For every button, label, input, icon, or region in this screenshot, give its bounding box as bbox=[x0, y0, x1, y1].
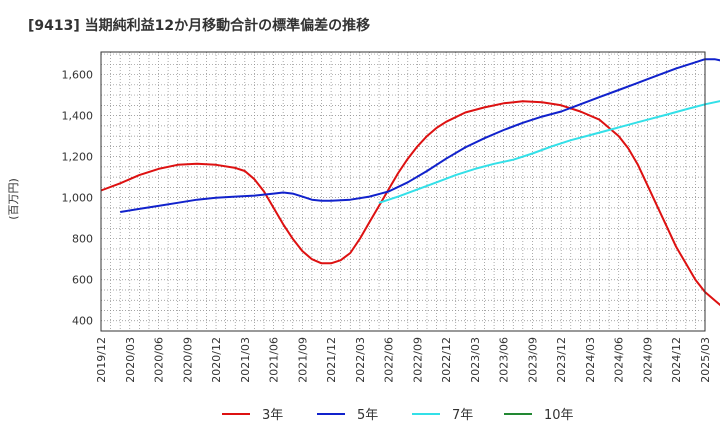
x-tick-label: 2020/03 bbox=[124, 337, 137, 383]
x-tick-label: 2021/09 bbox=[296, 337, 309, 383]
y-tick-label: 600 bbox=[72, 274, 93, 287]
legend-label-1: 5年 bbox=[357, 408, 378, 423]
x-tick-label: 2023/06 bbox=[498, 337, 511, 383]
legend-label-2: 7年 bbox=[452, 408, 473, 423]
plot-area bbox=[101, 52, 705, 331]
x-tick-label: 2023/09 bbox=[526, 337, 539, 383]
plot-frame bbox=[100, 51, 706, 332]
y-tick-label: 400 bbox=[72, 315, 93, 328]
y-tick-label: 800 bbox=[72, 233, 93, 246]
y-tick-label: 1,400 bbox=[62, 110, 94, 123]
series-layer bbox=[100, 58, 720, 307]
x-tick-label: 2022/09 bbox=[411, 337, 424, 383]
x-tick-label: 2024/09 bbox=[642, 337, 655, 383]
plot-border bbox=[100, 51, 706, 332]
y-tick-label: 1,200 bbox=[62, 151, 94, 164]
x-tick-label: 2020/09 bbox=[181, 337, 194, 383]
x-tick-label: 2022/12 bbox=[440, 337, 453, 383]
x-tick-label: 2021/12 bbox=[325, 337, 338, 383]
x-axis: 2019/12 2020/03 2020/06 2020/09 2020/12 2021/… bbox=[95, 337, 712, 383]
series-line-0 bbox=[100, 100, 720, 307]
y-axis-label: (百万円) bbox=[7, 178, 20, 220]
series-line-1 bbox=[120, 58, 720, 213]
x-tick-label: 2022/03 bbox=[354, 337, 367, 383]
legend: 3年 5年 7年 10年 bbox=[222, 408, 574, 423]
x-tick-label: 2021/06 bbox=[268, 337, 281, 383]
x-tick-label: 2024/12 bbox=[670, 337, 683, 383]
x-tick-label: 2020/06 bbox=[153, 337, 166, 383]
x-tick-label: 2023/03 bbox=[469, 337, 482, 383]
plot-background bbox=[101, 52, 705, 331]
x-tick-label: 2019/12 bbox=[95, 337, 108, 383]
y-tick-label: 1,000 bbox=[62, 192, 94, 205]
x-tick-label: 2022/06 bbox=[383, 337, 396, 383]
x-tick-label: 2021/03 bbox=[239, 337, 252, 383]
legend-label-3: 10年 bbox=[544, 408, 574, 423]
x-tick-label: 2025/03 bbox=[699, 337, 712, 383]
y-axis: 400 600 800 1,000 1,200 1,400 1,600 bbox=[62, 69, 94, 328]
x-tick-label: 2024/03 bbox=[584, 337, 597, 383]
chart-title: [9413] 当期純利益12か月移動合計の標準偏差の推移 bbox=[28, 17, 370, 34]
series-line-2 bbox=[378, 100, 720, 204]
x-tick-label: 2020/12 bbox=[210, 337, 223, 383]
legend-label-0: 3年 bbox=[262, 408, 283, 423]
x-tick-label: 2024/06 bbox=[613, 337, 626, 383]
x-tick-label: 2023/12 bbox=[555, 337, 568, 383]
y-tick-label: 1,600 bbox=[62, 69, 94, 82]
